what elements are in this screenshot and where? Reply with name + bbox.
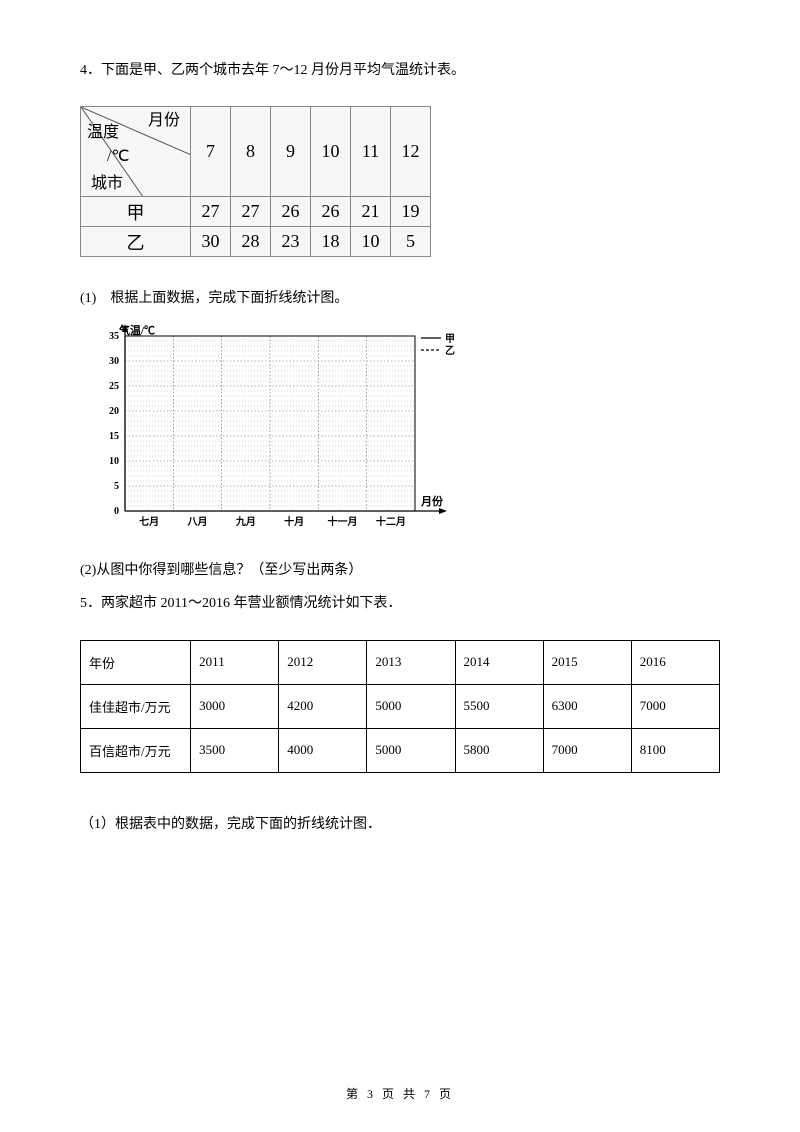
q4-prompt: 4．下面是甲、乙两个城市去年 7～12 月份月平均气温统计表。 — [80, 60, 720, 82]
svg-text:气温/℃: 气温/℃ — [118, 323, 155, 337]
temp-cell: 28 — [231, 227, 271, 257]
rev-cell: 4000 — [279, 728, 367, 772]
rev-cell: 3500 — [191, 728, 279, 772]
temperature-table: 月份 温度 /℃ 城市 7 8 9 10 11 12 甲 27 27 26 26… — [80, 106, 431, 257]
month-cell: 11 — [351, 107, 391, 197]
q4-sub1: (1) 根据上面数据，完成下面折线统计图。 — [80, 287, 720, 307]
temp-cell: 27 — [191, 197, 231, 227]
month-cell: 9 — [271, 107, 311, 197]
rev-year: 2013 — [367, 640, 455, 684]
svg-text:十二月: 十二月 — [376, 515, 406, 528]
temp-cell: 27 — [231, 197, 271, 227]
rev-year: 2014 — [455, 640, 543, 684]
svg-text:九月: 九月 — [235, 515, 256, 528]
rev-row2-label: 百信超市/万元 — [81, 728, 191, 772]
svg-text:八月: 八月 — [187, 516, 208, 528]
rev-col0: 年份 — [81, 640, 191, 684]
rev-cell: 7000 — [543, 728, 631, 772]
temp-cell: 18 — [311, 227, 351, 257]
temp-cell: 19 — [391, 197, 431, 227]
hdr-unit: /℃ — [107, 149, 129, 165]
svg-text:七月: 七月 — [139, 515, 159, 528]
hdr-temp: 温度 — [87, 125, 119, 141]
temp-cell: 26 — [271, 197, 311, 227]
svg-text:十一月: 十一月 — [328, 515, 358, 528]
rev-year: 2015 — [543, 640, 631, 684]
temp-table-header-diag: 月份 温度 /℃ 城市 — [81, 107, 191, 197]
temp-cell: 21 — [351, 197, 391, 227]
q5-sub1: （1）根据表中的数据，完成下面的折线统计图． — [80, 813, 720, 833]
revenue-table: 年份 2011 2012 2013 2014 2015 2016 佳佳超市/万元… — [80, 640, 720, 773]
month-cell: 12 — [391, 107, 431, 197]
hdr-city: 城市 — [91, 176, 123, 192]
svg-text:15: 15 — [109, 431, 119, 442]
rev-row1-label: 佳佳超市/万元 — [81, 684, 191, 728]
temp-cell: 10 — [351, 227, 391, 257]
svg-text:月份: 月份 — [420, 494, 444, 508]
svg-text:35: 35 — [109, 331, 119, 342]
page-footer: 第 3 页 共 7 页 — [0, 1085, 800, 1102]
svg-text:甲: 甲 — [445, 333, 455, 345]
temp-cell: 23 — [271, 227, 311, 257]
svg-text:20: 20 — [109, 406, 119, 417]
svg-text:10: 10 — [109, 456, 119, 467]
rev-cell: 5000 — [367, 684, 455, 728]
q4-sub2: (2)从图中你得到哪些信息？（至少写出两条） — [80, 559, 720, 579]
rev-cell: 6300 — [543, 684, 631, 728]
temp-cell: 30 — [191, 227, 231, 257]
month-cell: 7 — [191, 107, 231, 197]
q5-prompt: 5．两家超市 2011～2016 年营业额情况统计如下表． — [80, 593, 720, 615]
rev-year: 2011 — [191, 640, 279, 684]
rev-cell: 5800 — [455, 728, 543, 772]
temperature-chart: 0 5 10 15 20 25 30 35 七月 八月 九月 十月 十一月 十二月 气温/℃ 月份 甲乙 — [80, 321, 720, 541]
temp-cell: 5 — [391, 227, 431, 257]
city-a-label: 甲 — [81, 197, 191, 227]
hdr-month: 月份 — [148, 113, 180, 129]
rev-cell: 4200 — [279, 684, 367, 728]
svg-text:十月: 十月 — [284, 515, 304, 528]
rev-cell: 7000 — [631, 684, 719, 728]
rev-year: 2016 — [631, 640, 719, 684]
svg-text:乙: 乙 — [445, 345, 455, 357]
rev-cell: 5500 — [455, 684, 543, 728]
rev-cell: 3000 — [191, 684, 279, 728]
rev-cell: 5000 — [367, 728, 455, 772]
temp-cell: 26 — [311, 197, 351, 227]
month-cell: 10 — [311, 107, 351, 197]
svg-text:30: 30 — [109, 356, 119, 367]
svg-text:25: 25 — [109, 381, 119, 392]
rev-cell: 8100 — [631, 728, 719, 772]
svg-text:0: 0 — [114, 506, 119, 517]
city-b-label: 乙 — [81, 227, 191, 257]
month-cell: 8 — [231, 107, 271, 197]
rev-year: 2012 — [279, 640, 367, 684]
svg-text:5: 5 — [114, 481, 119, 492]
